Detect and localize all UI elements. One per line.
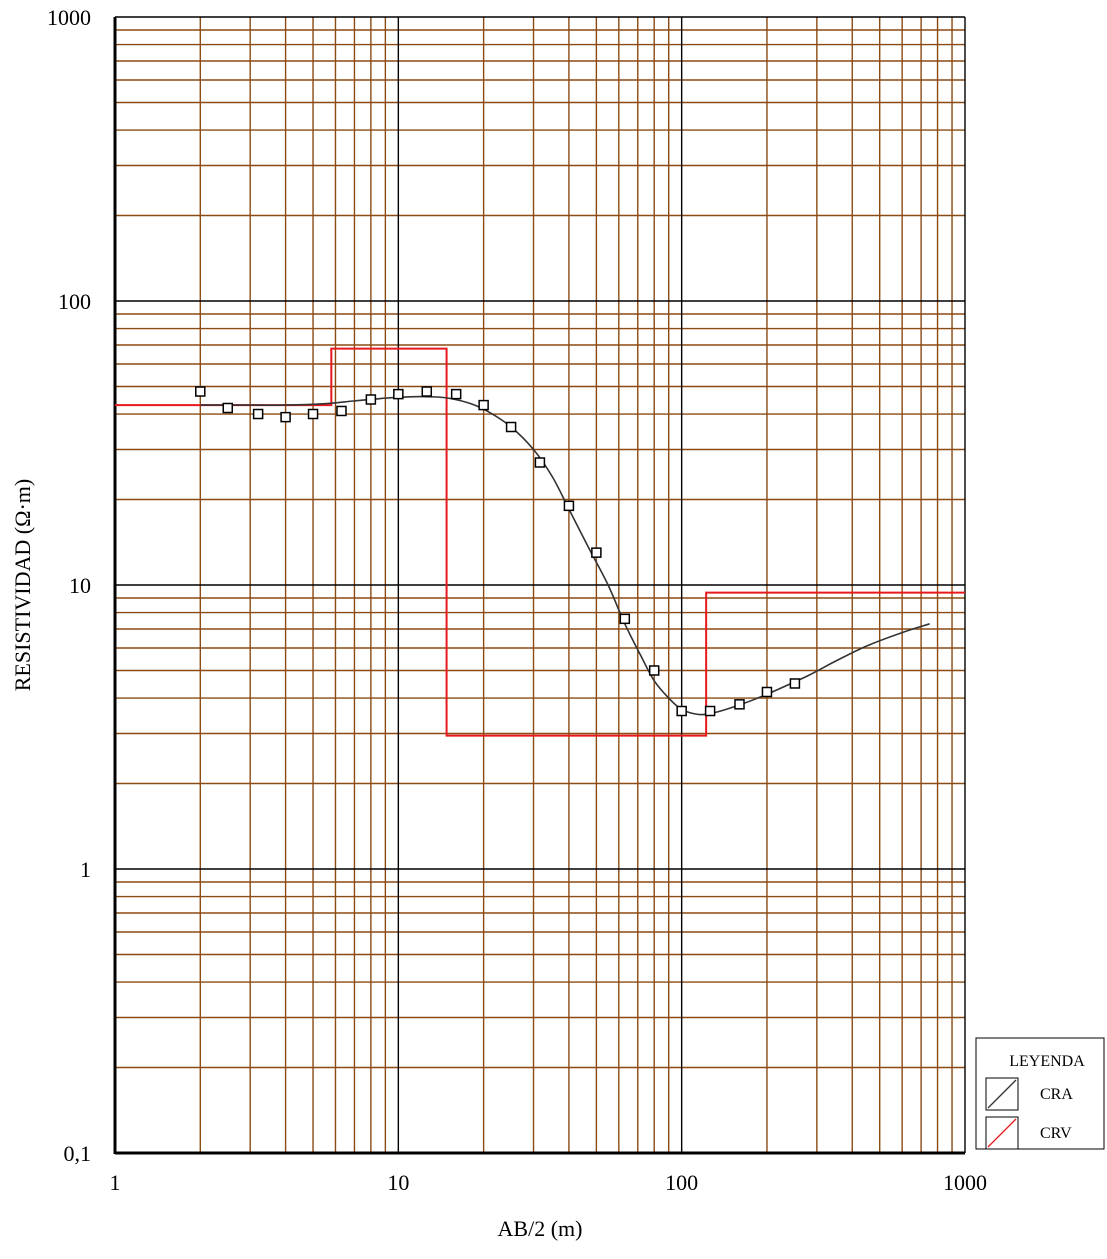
measured-point (478, 399, 489, 411)
measured-point (450, 388, 462, 400)
y-axis-label: RESISTIVIDAD (Ω·m) (10, 479, 35, 692)
measured-point (534, 457, 546, 468)
y-tick-label: 10 (69, 573, 91, 598)
x-tick-label: 1 (110, 1170, 121, 1195)
measured-point (676, 705, 687, 717)
legend-label-cra: CRA (1040, 1086, 1073, 1103)
measured-points (195, 386, 801, 717)
legend-line-crv (987, 1118, 1017, 1148)
measured-point (307, 408, 319, 420)
measured-point (280, 411, 291, 423)
y-tick-label: 1000 (47, 5, 91, 30)
series-layer (115, 347, 965, 737)
measured-point (619, 613, 631, 625)
measured-point (761, 686, 773, 698)
measured-point (421, 386, 433, 397)
measured-point (222, 402, 233, 414)
legend-title: LEYENDA (1009, 1053, 1085, 1070)
measured-point (563, 500, 575, 512)
legend: LEYENDA CRA CRV (975, 1037, 1105, 1150)
legend-label-crv: CRV (1040, 1125, 1072, 1142)
measured-point (648, 665, 660, 676)
cra-series-line (200, 395, 930, 716)
measured-point (734, 699, 745, 710)
measured-point (252, 408, 264, 420)
legend-line-cra (987, 1079, 1017, 1109)
axes (113, 17, 965, 1155)
measured-point (393, 388, 404, 400)
x-tick-labels: 1 10 100 1000 (110, 1170, 988, 1195)
measured-point (195, 386, 206, 397)
x-tick-label: 10 (387, 1170, 409, 1195)
y-tick-label: 0,1 (64, 1141, 92, 1166)
crv-series-line (115, 347, 965, 737)
y-tick-labels: 0,1 1 10 100 1000 (47, 5, 91, 1166)
measured-point (591, 547, 602, 558)
x-tick-label: 1000 (943, 1170, 987, 1195)
measured-point (789, 678, 801, 689)
x-tick-label: 100 (665, 1170, 698, 1195)
x-axis-label: AB/2 (m) (498, 1216, 583, 1241)
y-tick-label: 100 (58, 289, 91, 314)
measured-point (505, 421, 517, 433)
measured-point (336, 405, 347, 417)
measured-point (704, 705, 716, 717)
y-tick-label: 1 (80, 857, 91, 882)
measured-point (365, 394, 377, 405)
